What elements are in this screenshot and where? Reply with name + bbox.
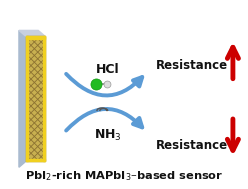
Polygon shape <box>26 36 28 161</box>
Polygon shape <box>26 36 45 161</box>
Text: HCl: HCl <box>96 64 120 76</box>
FancyArrowPatch shape <box>66 74 142 95</box>
FancyArrowPatch shape <box>66 109 142 131</box>
Polygon shape <box>19 30 45 36</box>
Text: NH$_3$: NH$_3$ <box>94 128 121 143</box>
Polygon shape <box>19 30 26 167</box>
Text: PbI$_2$-rich MAPbI$_3$–based sensor: PbI$_2$-rich MAPbI$_3$–based sensor <box>25 169 223 183</box>
Polygon shape <box>26 36 45 39</box>
Text: Resistance: Resistance <box>156 59 228 72</box>
Polygon shape <box>43 36 45 161</box>
Text: Resistance: Resistance <box>156 139 228 152</box>
Polygon shape <box>26 159 45 161</box>
